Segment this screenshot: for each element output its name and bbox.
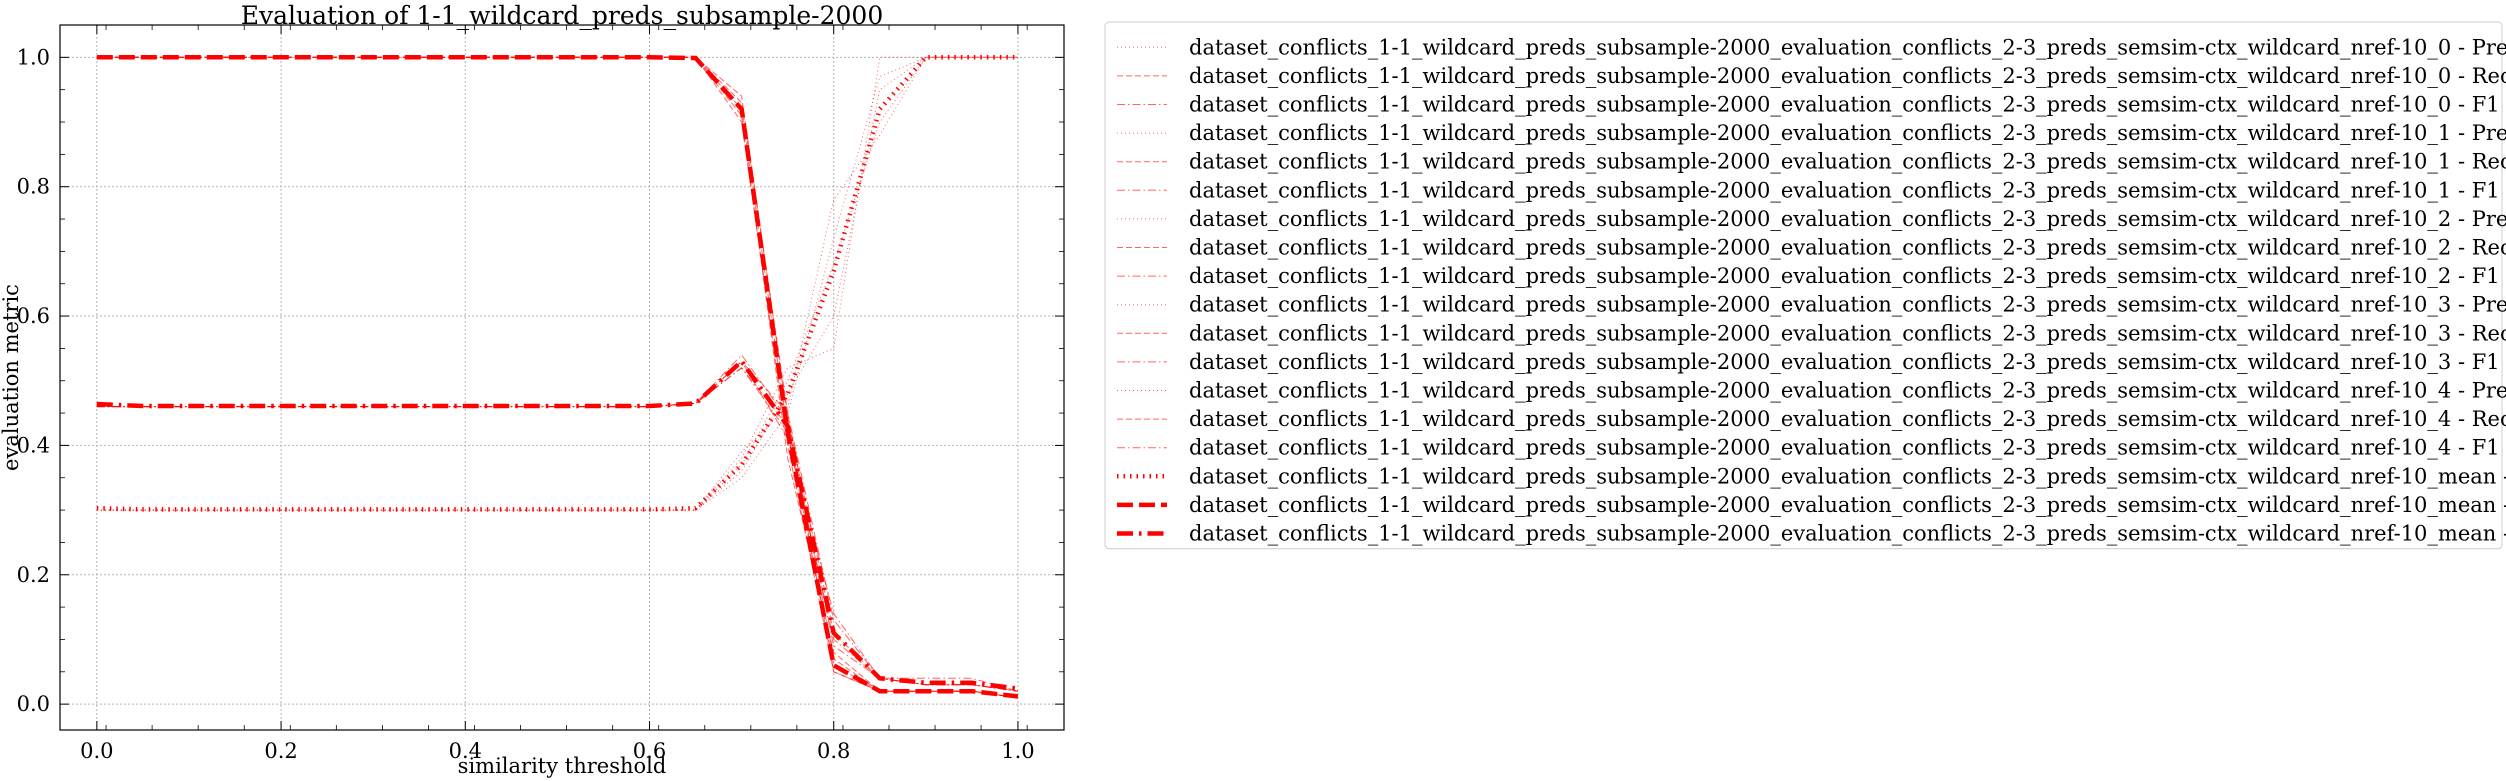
x-tick-label: 0.8 [817, 739, 850, 763]
axis-ticks: 0.0 0.2 0.4 0.6 0.8 1.0 0.0 0.2 0.4 0.6 0.8 1.0 [17, 24, 1064, 763]
plot-frame [59, 24, 1065, 731]
y-tick-label: 0.8 [17, 175, 50, 199]
legend-label: dataset_conflicts_1-1_wildcard_preds_sub… [1189, 264, 2500, 288]
chart-title: Evaluation of 1-1_wildcard_preds_subsamp… [241, 1, 884, 30]
legend-label: dataset_conflicts_1-1_wildcard_preds_sub… [1189, 321, 2506, 345]
y-tick-label: 0.4 [17, 433, 50, 457]
legend-label: dataset_conflicts_1-1_wildcard_preds_sub… [1189, 178, 2500, 202]
x-axis-label: similarity threshold [458, 754, 667, 778]
legend-label: dataset_conflicts_1-1_wildcard_preds_sub… [1189, 35, 2506, 59]
x-tick-label: 0.6 [633, 739, 666, 763]
legend-label: dataset_conflicts_1-1_wildcard_preds_sub… [1189, 379, 2506, 403]
y-tick-label: 0.0 [17, 692, 50, 716]
series-line-precision [96, 56, 1018, 511]
legend-label: dataset_conflicts_1-1_wildcard_preds_sub… [1189, 64, 2506, 88]
y-tick-label: 1.0 [17, 45, 50, 69]
series-line-recall [96, 56, 1018, 699]
legend-label: dataset_conflicts_1-1_wildcard_preds_sub… [1189, 436, 2500, 460]
legend: dataset_conflicts_1-1_wildcard_preds_sub… [1104, 21, 2506, 550]
x-tick-label: 0.0 [80, 739, 113, 763]
x-tick-label: 1.0 [1001, 739, 1034, 763]
legend-label: dataset_conflicts_1-1_wildcard_preds_sub… [1189, 150, 2506, 174]
y-tick-label: 0.2 [17, 563, 50, 587]
gridlines [60, 25, 1064, 730]
legend-label: dataset_conflicts_1-1_wildcard_preds_sub… [1189, 522, 2506, 546]
legend-box [1104, 21, 2503, 550]
legend-label: dataset_conflicts_1-1_wildcard_preds_sub… [1189, 407, 2506, 431]
legend-label: dataset_conflicts_1-1_wildcard_preds_sub… [1189, 121, 2506, 145]
series-line-recall [96, 55, 1019, 699]
plot-lines [96, 55, 1019, 699]
y-tick-label: 0.6 [17, 304, 50, 328]
legend-label: dataset_conflicts_1-1_wildcard_preds_sub… [1189, 207, 2506, 231]
legend-label: dataset_conflicts_1-1_wildcard_preds_sub… [1189, 464, 2506, 488]
legend-label: dataset_conflicts_1-1_wildcard_preds_sub… [1189, 493, 2506, 517]
legend-label: dataset_conflicts_1-1_wildcard_preds_sub… [1189, 93, 2500, 117]
x-tick-label: 0.4 [449, 739, 482, 763]
series-line-f1 [96, 357, 1019, 691]
y-axis-label: evaluation metric [0, 284, 23, 471]
legend-label: dataset_conflicts_1-1_wildcard_preds_sub… [1189, 350, 2500, 374]
legend-label: dataset_conflicts_1-1_wildcard_preds_sub… [1189, 293, 2506, 317]
legend-label: dataset_conflicts_1-1_wildcard_preds_sub… [1189, 236, 2506, 260]
x-tick-label: 0.2 [264, 739, 297, 763]
